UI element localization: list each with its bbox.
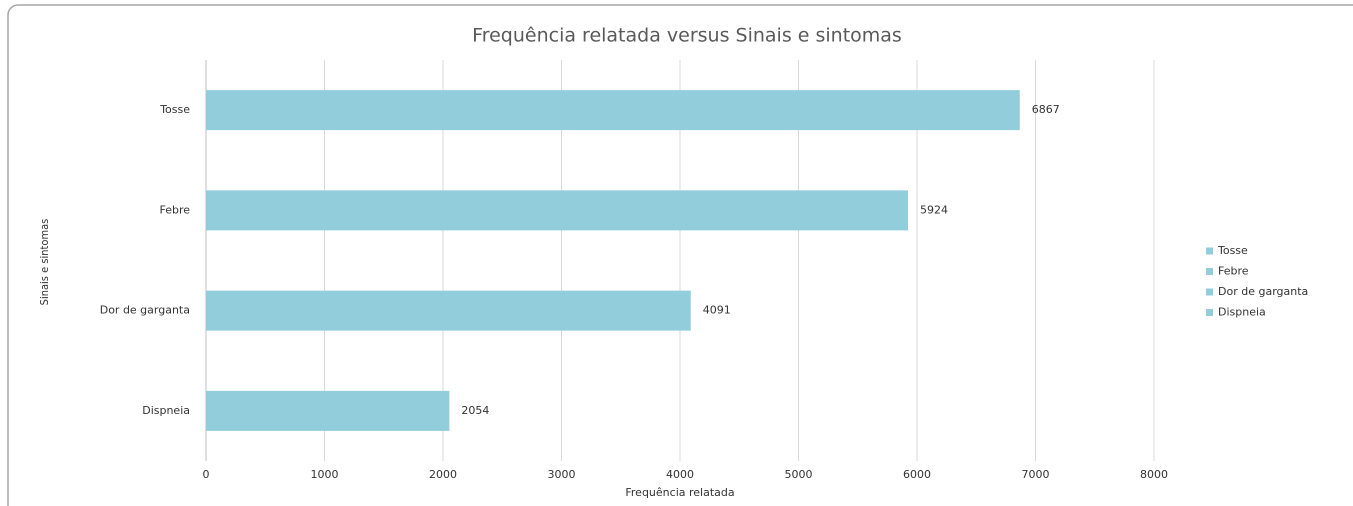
x-tick-label: 6000 bbox=[903, 468, 931, 481]
legend-label: Dispneia bbox=[1218, 306, 1266, 319]
bar bbox=[206, 390, 450, 431]
x-tick-label: 2000 bbox=[429, 468, 457, 481]
legend-swatch bbox=[1206, 288, 1213, 296]
legend-label: Dor de garganta bbox=[1218, 285, 1308, 298]
legend-swatch bbox=[1206, 309, 1213, 316]
x-tick-label: 3000 bbox=[548, 468, 576, 481]
x-tick-label: 1000 bbox=[311, 468, 339, 481]
legend-label: Tosse bbox=[1217, 244, 1248, 257]
data-label: 2054 bbox=[461, 404, 489, 417]
bar bbox=[206, 190, 908, 231]
x-tick-label: 0 bbox=[203, 468, 210, 481]
data-label: 5924 bbox=[920, 203, 948, 216]
x-tick-label: 8000 bbox=[1140, 468, 1168, 481]
legend-label: Febre bbox=[1218, 265, 1249, 278]
bar bbox=[206, 90, 1020, 131]
x-tick-label: 4000 bbox=[666, 468, 694, 481]
y-tick-label: Tosse bbox=[159, 103, 190, 116]
legend-swatch bbox=[1206, 247, 1213, 255]
y-axis-label: Sinais e sintomas bbox=[38, 219, 51, 306]
data-label: 4091 bbox=[703, 304, 731, 317]
x-tick-label: 7000 bbox=[1022, 468, 1050, 481]
y-tick-label: Dor de garganta bbox=[100, 304, 190, 317]
x-tick-label: 5000 bbox=[785, 468, 813, 481]
chart-title: Frequência relatada versus Sinais e sint… bbox=[472, 25, 902, 47]
bar bbox=[206, 290, 691, 331]
chart-frame bbox=[7, 4, 1353, 506]
x-axis-label: Frequência relatada bbox=[625, 486, 734, 499]
data-label: 6867 bbox=[1032, 103, 1060, 116]
y-tick-label: Febre bbox=[159, 203, 190, 216]
y-tick-label: Dispneia bbox=[142, 404, 190, 417]
legend-swatch bbox=[1206, 268, 1213, 275]
